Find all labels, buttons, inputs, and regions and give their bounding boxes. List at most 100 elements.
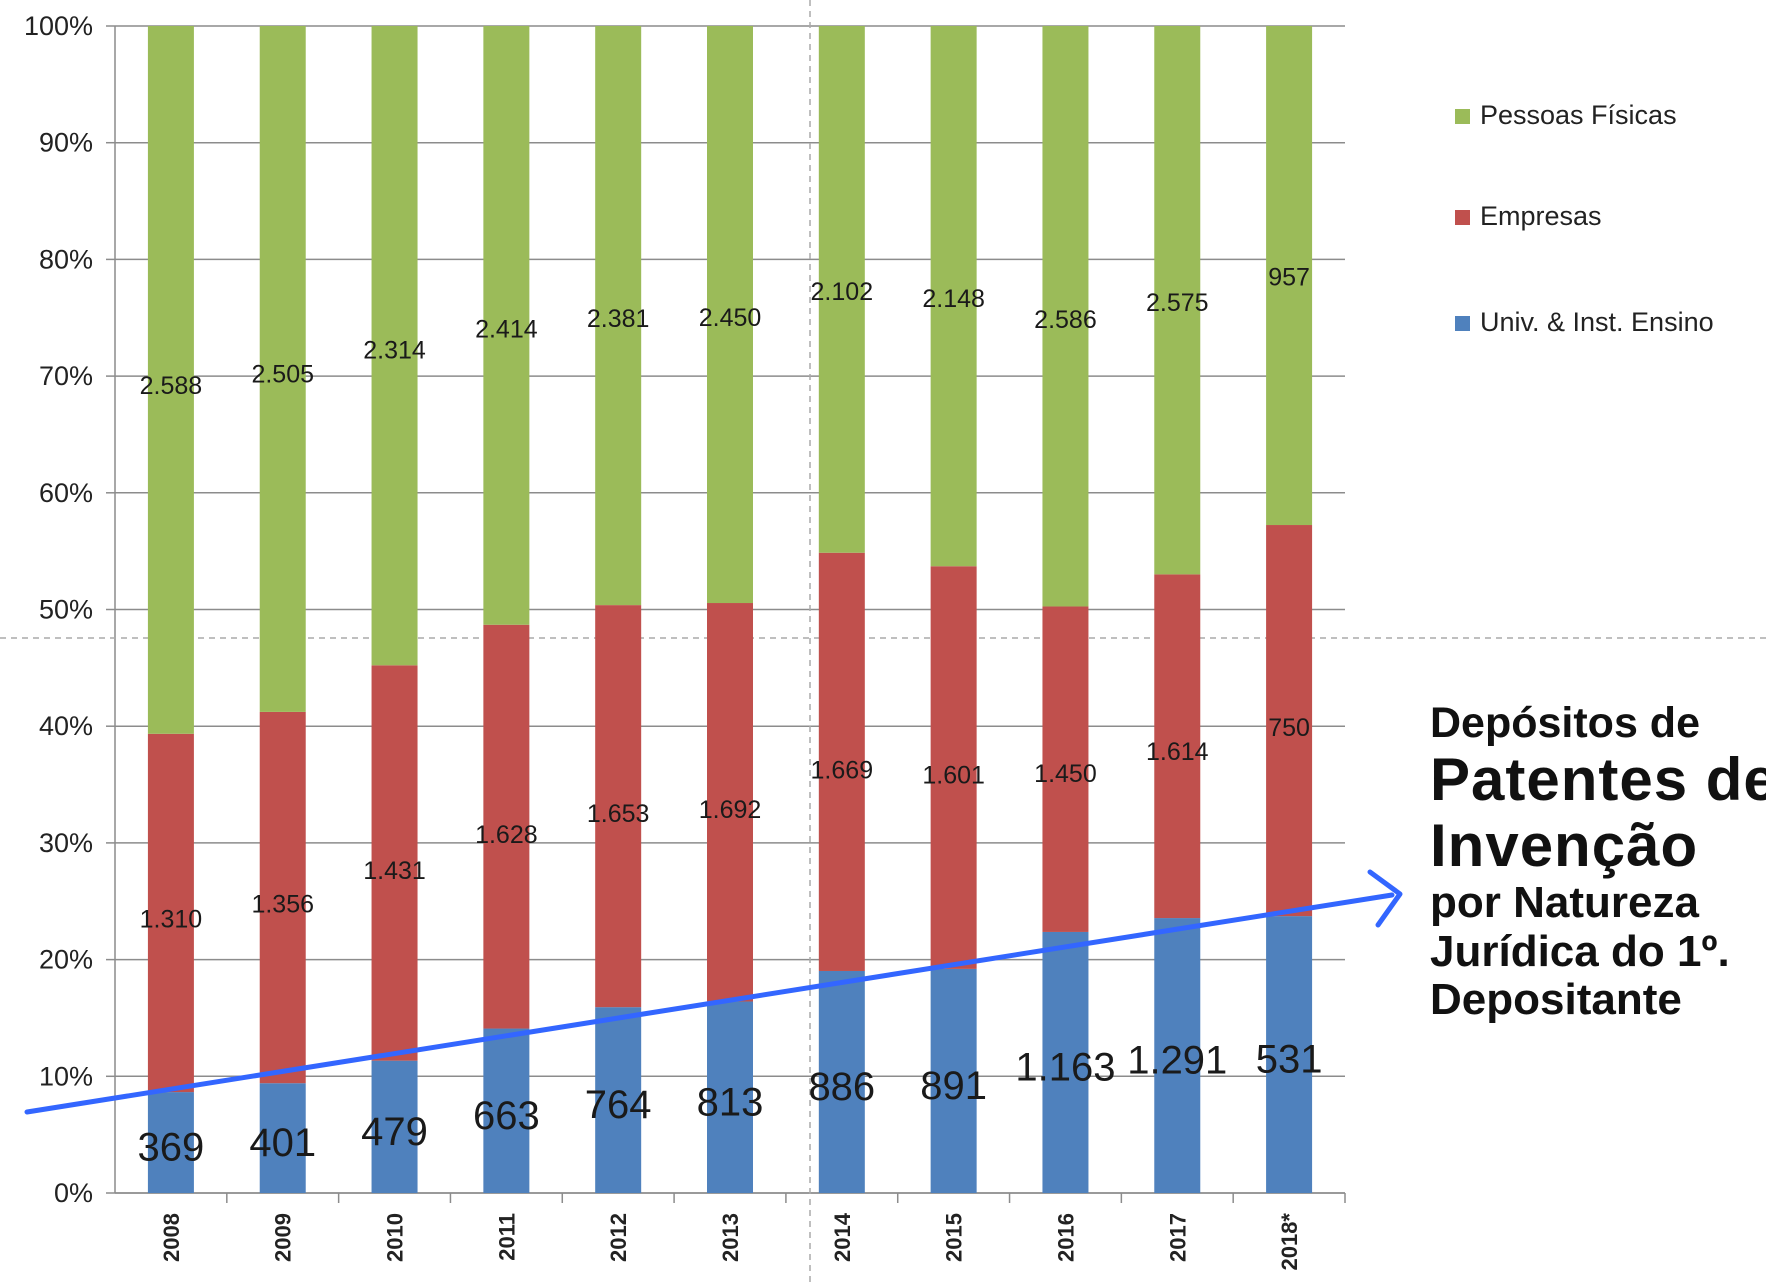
- bar-segment: [595, 605, 642, 1008]
- y-tick-label: 100%: [24, 11, 93, 41]
- annotation-line-2: Patentes de: [1430, 746, 1766, 814]
- y-tick-label: 50%: [39, 595, 93, 625]
- y-tick-label: 80%: [39, 244, 93, 274]
- bar-segment: [1042, 931, 1089, 1193]
- data-label: 2.505: [251, 361, 314, 389]
- chart-annotation: Depósitos de Patentes de Invenção por Na…: [1430, 700, 1766, 1024]
- x-tick-label: 2013: [718, 1213, 743, 1262]
- bar-segment: [1266, 525, 1313, 917]
- data-label: 1.163: [1015, 1045, 1115, 1089]
- x-tick-label: 2009: [271, 1213, 296, 1262]
- data-label: 2.148: [922, 285, 985, 313]
- bar-segment: [1154, 918, 1201, 1193]
- x-tick-label: 2017: [1165, 1213, 1190, 1262]
- data-label: 2.314: [363, 336, 426, 364]
- bar-segment: [930, 26, 977, 567]
- bar-segment: [259, 1083, 306, 1193]
- y-tick-label: 0%: [54, 1178, 93, 1208]
- data-label: 479: [361, 1110, 428, 1154]
- bar-segment: [1042, 606, 1089, 932]
- data-label: 2.586: [1034, 306, 1097, 334]
- data-label: 764: [585, 1083, 652, 1127]
- y-tick-label: 30%: [39, 828, 93, 858]
- trend-arrow-head: [1367, 869, 1403, 928]
- legend-swatch: [1455, 316, 1470, 331]
- y-tick-label: 60%: [39, 478, 93, 508]
- data-label: 1.291: [1127, 1039, 1227, 1083]
- legend-label: Pessoas Físicas: [1480, 100, 1677, 130]
- y-tick-label: 70%: [39, 361, 93, 391]
- x-tick-label: 2015: [942, 1213, 967, 1262]
- bar-segment: [818, 26, 865, 553]
- bar-segment: [818, 552, 865, 971]
- x-tick-label: 2018*: [1277, 1213, 1302, 1271]
- bar-segment: [930, 968, 977, 1193]
- bar-segment: [371, 1060, 418, 1193]
- bar-segment: [1266, 26, 1313, 526]
- bar-segment: [707, 26, 753, 604]
- data-label: 1.356: [251, 890, 314, 918]
- data-label: 531: [1256, 1038, 1323, 1082]
- x-tick-label: 2011: [494, 1213, 519, 1261]
- data-label: 1.450: [1034, 760, 1097, 788]
- annotation-line-1: Depósitos de: [1430, 700, 1700, 747]
- data-label: 1.310: [140, 905, 203, 933]
- data-label: 1.628: [475, 821, 538, 849]
- trend-arrow-line: [24, 892, 1395, 1115]
- data-label: 401: [249, 1121, 316, 1165]
- bar-segment: [483, 1028, 530, 1193]
- data-label: 369: [138, 1126, 205, 1170]
- data-label: 891: [920, 1064, 987, 1108]
- y-tick-label: 10%: [39, 1061, 93, 1091]
- bar-segment: [707, 1001, 753, 1193]
- data-label: 1.692: [699, 796, 762, 824]
- y-tick-label: 90%: [39, 128, 93, 158]
- x-tick-label: 2010: [383, 1213, 408, 1262]
- data-label: 2.575: [1146, 289, 1209, 317]
- bar-segment: [1154, 26, 1201, 575]
- data-label: 1.601: [922, 762, 985, 790]
- annotation-line-4: por Natureza: [1430, 878, 1699, 928]
- annotation-line-3: Invenção: [1430, 812, 1699, 880]
- bar-segment: [259, 711, 306, 1084]
- bar-segment: [1042, 26, 1089, 607]
- legend-swatch: [1455, 210, 1470, 225]
- bar-segment: [1154, 574, 1201, 919]
- legend-label: Univ. & Inst. Ensino: [1480, 307, 1714, 337]
- bar-segment: [818, 970, 865, 1193]
- data-label: 1.614: [1146, 738, 1209, 766]
- annotation-line-5: Jurídica do 1º.: [1430, 926, 1730, 976]
- bar-segment: [371, 26, 418, 666]
- legend-label: Empresas: [1480, 201, 1602, 231]
- bar-segment: [595, 26, 642, 606]
- data-label: 957: [1268, 263, 1310, 291]
- data-label: 1.669: [811, 757, 874, 785]
- data-label: 2.102: [811, 278, 874, 306]
- y-tick-label: 40%: [39, 711, 93, 741]
- data-label: 813: [697, 1080, 764, 1124]
- legend-swatch: [1455, 109, 1470, 124]
- bar-segment: [595, 1007, 642, 1193]
- x-tick-label: 2014: [830, 1212, 855, 1262]
- bar-segment: [483, 26, 530, 625]
- x-tick-label: 2016: [1053, 1213, 1078, 1262]
- x-tick-label: 2008: [159, 1213, 184, 1262]
- data-label: 663: [473, 1094, 540, 1138]
- bar-segment: [1266, 916, 1313, 1193]
- bar-segment: [930, 566, 977, 969]
- bar-segment: [147, 733, 194, 1093]
- bar-segment: [147, 26, 194, 734]
- bar-segment: [259, 26, 306, 712]
- data-label: 1.653: [587, 800, 650, 828]
- y-tick-label: 20%: [39, 945, 93, 975]
- bar-segment: [707, 603, 753, 1002]
- annotation-line-6: Depositante: [1430, 975, 1682, 1025]
- data-label: 2.381: [587, 305, 650, 333]
- data-label: 750: [1268, 714, 1310, 742]
- data-label: 2.588: [140, 372, 203, 400]
- data-label: 886: [808, 1065, 875, 1109]
- bar-segment: [371, 665, 418, 1061]
- data-label: 1.431: [363, 857, 426, 885]
- data-label: 2.450: [699, 304, 762, 332]
